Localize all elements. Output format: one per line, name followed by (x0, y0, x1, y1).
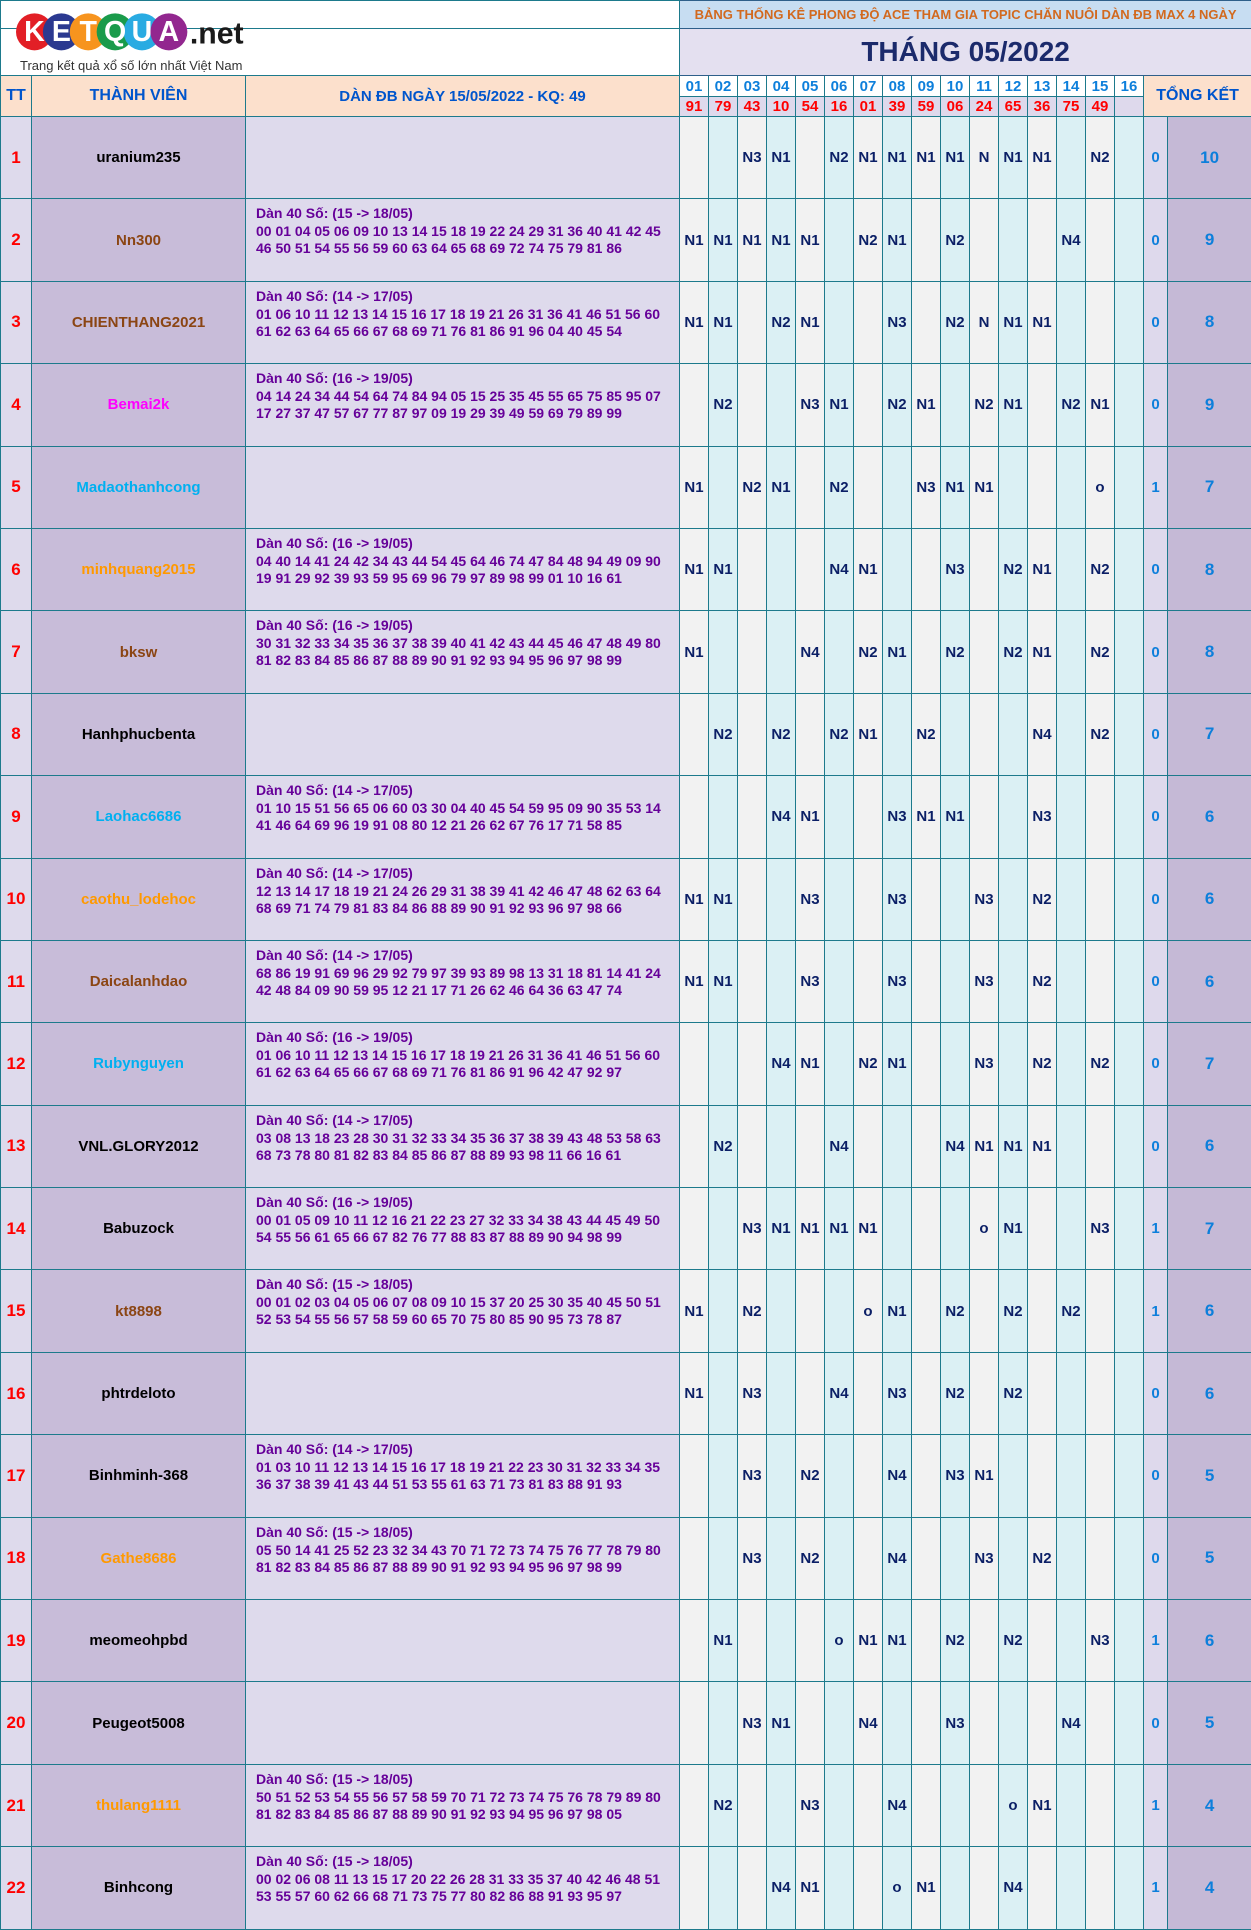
svg-text:K: K (24, 16, 45, 48)
svg-text:T: T (80, 16, 98, 48)
svg-text:.net: .net (190, 18, 244, 51)
svg-text:A: A (159, 16, 180, 48)
svg-text:E: E (52, 16, 71, 48)
svg-text:Q: Q (104, 16, 126, 48)
svg-text:U: U (132, 16, 153, 48)
